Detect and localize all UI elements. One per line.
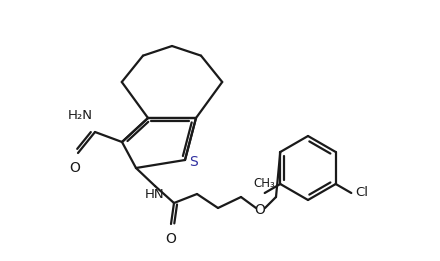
Text: Cl: Cl: [356, 187, 368, 199]
Text: O: O: [165, 232, 176, 246]
Text: H₂N: H₂N: [68, 109, 93, 122]
Text: S: S: [189, 155, 198, 169]
Text: HN: HN: [145, 188, 165, 201]
Text: O: O: [70, 161, 81, 175]
Text: CH₃: CH₃: [254, 177, 275, 190]
Text: O: O: [255, 203, 265, 217]
